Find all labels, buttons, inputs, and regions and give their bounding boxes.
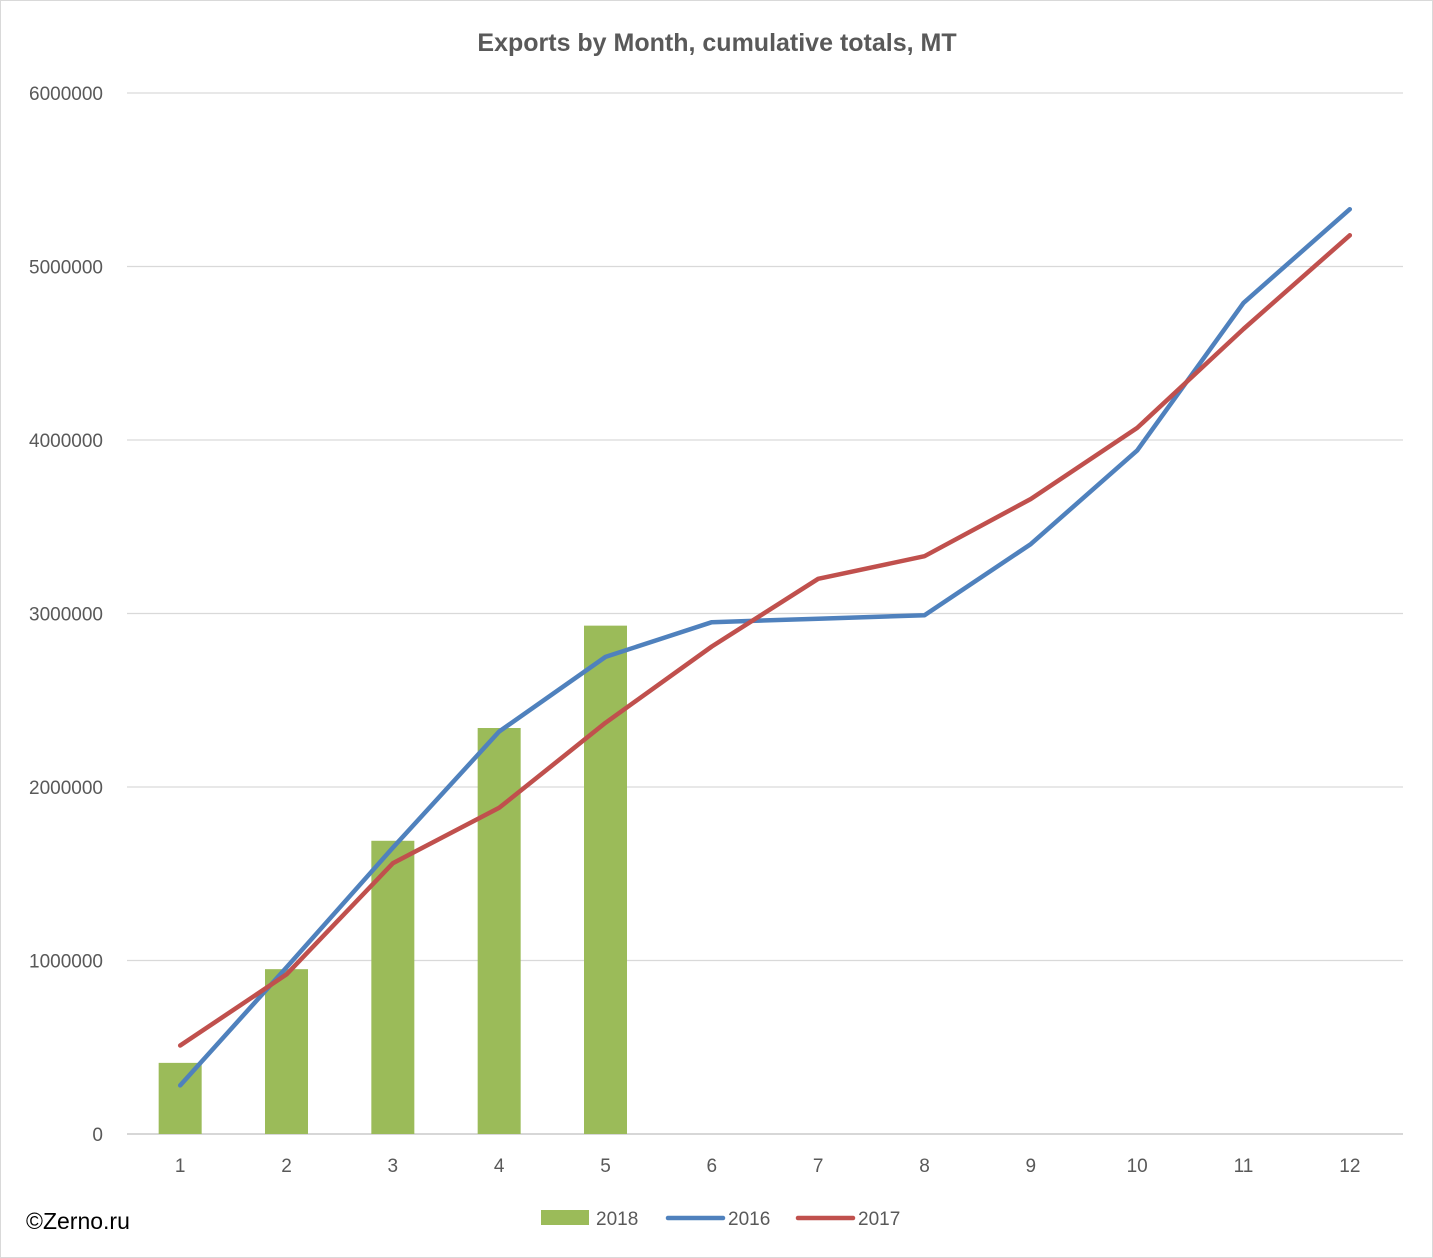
legend: 2018 2016 2017: [541, 1209, 900, 1230]
x-tick-label: 12: [1339, 1156, 1360, 1177]
legend-label-2018: 2018: [596, 1209, 638, 1230]
y-tick-label: 3000000: [29, 605, 103, 626]
x-tick-label: 8: [919, 1156, 930, 1177]
legend-label-2017: 2017: [858, 1209, 900, 1230]
bar-2018: [477, 728, 521, 1134]
bar-2018: [584, 625, 627, 1134]
bar-2018: [158, 1062, 202, 1134]
x-tick-label: 5: [600, 1156, 611, 1177]
y-axis-ticks: 0 1000000 2000000 3000000 4000000 5000000 6000…: [29, 84, 103, 1146]
y-tick-label: 6000000: [29, 84, 103, 105]
bar-series-layer: [158, 625, 627, 1134]
x-tick-label: 11: [1234, 1156, 1254, 1177]
watermark-text: ©Zerno.ru: [26, 1208, 130, 1234]
x-tick-label: 7: [813, 1156, 824, 1177]
bar-2018: [371, 840, 415, 1134]
x-tick-label: 10: [1127, 1156, 1148, 1177]
x-tick-label: 2: [281, 1156, 292, 1177]
x-tick-label: 1: [175, 1156, 186, 1177]
line-series-layer: [177, 206, 1353, 1088]
y-tick-label: 0: [92, 1125, 103, 1146]
x-tick-label: 9: [1026, 1156, 1037, 1177]
chart-title: Exports by Month, cumulative totals, MT: [477, 29, 956, 57]
y-tick-label: 2000000: [29, 778, 103, 799]
bar-2018: [265, 969, 308, 1134]
line-2016: [177, 206, 1353, 1088]
grid-layer: [127, 92, 1403, 1135]
legend-label-2016: 2016: [728, 1209, 770, 1230]
x-tick-label: 4: [494, 1156, 505, 1177]
x-axis-ticks: 1 2 3 4 5 6 7 8 9 10 11 12: [175, 1156, 1361, 1177]
y-tick-label: 1000000: [29, 952, 103, 973]
x-tick-label: 6: [707, 1156, 718, 1177]
line-2017: [177, 233, 1353, 1048]
y-tick-label: 4000000: [29, 431, 103, 452]
legend-swatch-2018: [541, 1210, 589, 1225]
y-tick-label: 5000000: [29, 258, 103, 279]
x-tick-label: 3: [388, 1156, 399, 1177]
